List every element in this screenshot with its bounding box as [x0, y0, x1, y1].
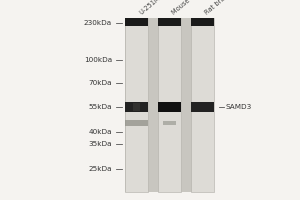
Bar: [158, 18, 181, 26]
Text: U-251MG: U-251MG: [138, 0, 165, 16]
Bar: [191, 18, 214, 192]
Bar: [158, 18, 181, 192]
Bar: [133, 103, 140, 111]
Bar: [125, 102, 148, 112]
Text: SAMD3: SAMD3: [225, 104, 251, 110]
Text: 100kDa: 100kDa: [84, 57, 112, 63]
Text: 40kDa: 40kDa: [88, 129, 112, 135]
Bar: [191, 18, 214, 26]
Bar: [125, 18, 148, 26]
Bar: [191, 102, 214, 112]
Bar: [163, 121, 176, 125]
Text: 55kDa: 55kDa: [88, 104, 112, 110]
Text: 25kDa: 25kDa: [88, 166, 112, 172]
Bar: [125, 18, 148, 192]
Text: 230kDa: 230kDa: [84, 20, 112, 26]
Text: 70kDa: 70kDa: [88, 80, 112, 86]
Bar: [125, 120, 148, 126]
Bar: [158, 102, 181, 112]
Text: Mouse brain: Mouse brain: [171, 0, 206, 16]
Text: 35kDa: 35kDa: [88, 141, 112, 147]
Bar: [125, 18, 214, 192]
Text: Rat brain: Rat brain: [204, 0, 231, 16]
